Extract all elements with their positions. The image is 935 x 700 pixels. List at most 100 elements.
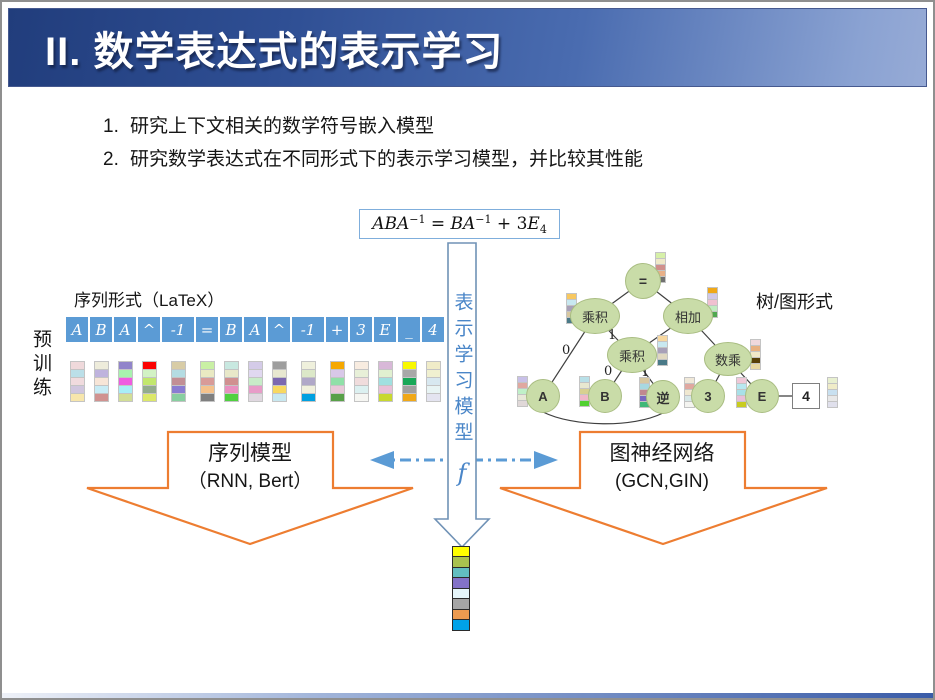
formula-text: ABA−1 = BA−1 + 3E4: [372, 213, 547, 236]
tree-node-scalar-mult: 数乘: [704, 342, 752, 376]
sequence-model-subtitle: （RNN, Bert）: [187, 471, 313, 492]
pretrain-label: 预训练: [30, 329, 51, 401]
sequence-token-3: ^: [138, 317, 160, 342]
sequence-token-11: 3: [350, 317, 372, 342]
embedding-cell: [142, 393, 157, 402]
embedding-cell: [426, 393, 441, 402]
tree-node-a: A: [526, 379, 560, 413]
formula-box: ABA−1 = BA−1 + 3E4: [359, 209, 560, 239]
node-embedding-bar-a: [517, 376, 528, 407]
model-arrow: 表示学习模型: [448, 292, 476, 464]
embedding-cell: [70, 393, 85, 402]
output-embedding-column: [452, 545, 470, 631]
sequence-form-label: 序列形式（LaTeX）: [74, 291, 225, 310]
bullet-text: 研究数学表达式在不同形式下的表示学习模型，并比较其性能: [130, 149, 644, 170]
bullet-list: 1. 研究上下文相关的数学符号嵌入模型 2. 研究数学表达式在不同形式下的表示学…: [103, 110, 643, 176]
sequence-token-9: -1: [292, 317, 324, 342]
tree-node-b: B: [588, 379, 622, 413]
node-embedding-bar-four: [827, 377, 838, 408]
sequence-token-6: B: [220, 317, 242, 342]
sequence-token-1: B: [90, 317, 112, 342]
sequence-token-0: A: [66, 317, 88, 342]
edge-label-1a: 1: [608, 328, 617, 343]
sequence-token-14: 4: [422, 317, 444, 342]
token-embedding-column-1: [94, 361, 109, 402]
sequence-token-5: =: [196, 317, 218, 342]
embedding-cell: [224, 393, 239, 402]
formula-part: E: [527, 213, 540, 234]
token-embedding-column-6: [224, 361, 239, 402]
latex-token-row: A B A ^ -1 = B A ^ -1 +3 E _ 4: [66, 317, 444, 342]
tree-node-mult-left: 乘积: [570, 298, 620, 334]
formula-part: + 3: [491, 213, 528, 234]
model-arrow-label: 表示学习模型: [451, 292, 473, 448]
embedding-cell: [657, 359, 668, 366]
sequence-model-caption: 序列模型 （RNN, Bert）: [130, 440, 370, 495]
formula-part: ABA: [372, 213, 410, 234]
bullet-number: 2.: [103, 149, 119, 170]
sequence-token-10: +: [326, 317, 348, 342]
bullet-number: 1.: [103, 116, 119, 137]
bullet-item-1: 1. 研究上下文相关的数学符号嵌入模型: [103, 110, 643, 143]
embedding-cell: [330, 393, 345, 402]
token-embedding-column-0: [70, 361, 85, 402]
tree-node-e: E: [745, 379, 779, 413]
left-block-arrow: [86, 430, 414, 546]
token-embedding-column-10: [330, 361, 345, 402]
tree-form-label: 树/图形式: [756, 292, 834, 312]
embedding-cell: [248, 393, 263, 402]
token-embedding-column-2: [118, 361, 133, 402]
token-embedding-column-4: [171, 361, 186, 402]
embedding-cell: [301, 393, 316, 402]
formula-part: −1: [409, 212, 426, 226]
edge-label-0a: 0: [562, 343, 571, 358]
token-embedding-column-7: [248, 361, 263, 402]
sequence-token-8: ^: [268, 317, 290, 342]
formula-part: BA: [450, 213, 476, 234]
sequence-model-title: 序列模型: [208, 442, 292, 465]
tree-node-inv: 逆: [646, 380, 680, 414]
token-embedding-column-13: [402, 361, 417, 402]
token-embedding-column-14: [426, 361, 441, 402]
right-block-arrow: [499, 430, 828, 546]
token-embedding-column-8: [272, 361, 287, 402]
tree-node-eq: =: [625, 263, 661, 299]
model-function-symbol: f: [457, 459, 467, 487]
tree-node-add: 相加: [663, 298, 713, 334]
token-embedding-column-11: [354, 361, 369, 402]
slide-header: II. 数学表达式的表示学习: [8, 8, 927, 87]
token-embedding-column-9: [301, 361, 316, 402]
tree-extra-edge: [542, 411, 664, 425]
sequence-token-2: A: [114, 317, 136, 342]
node-embedding-bar-mult_mid: [657, 335, 668, 366]
embedding-cell: [827, 401, 838, 408]
tree-node-four: 4: [792, 383, 820, 409]
token-embedding-column-3: [142, 361, 157, 402]
embedding-cell: [402, 393, 417, 402]
token-embedding-column-12: [378, 361, 393, 402]
tree-node-mult-mid: 乘积: [607, 337, 657, 373]
tree-node-three: 3: [691, 379, 725, 413]
embedding-cell: [200, 393, 215, 402]
formula-part: =: [425, 213, 451, 234]
embedding-cell: [118, 393, 133, 402]
sequence-token-13: _: [398, 317, 420, 342]
edge-label-0b: 0: [604, 364, 613, 379]
sequence-token-4: -1: [162, 317, 194, 342]
embedding-cell: [354, 393, 369, 402]
bullet-item-2: 2. 研究数学表达式在不同形式下的表示学习模型，并比较其性能: [103, 143, 643, 176]
graph-network-subtitle: (GCN,GIN): [615, 471, 709, 492]
embedding-cell: [171, 393, 186, 402]
sequence-token-7: A: [244, 317, 266, 342]
formula-part: 4: [539, 222, 547, 236]
embedding-cell: [272, 393, 287, 402]
bullet-text: 研究上下文相关的数学符号嵌入模型: [130, 116, 435, 137]
page-title: II. 数学表达式的表示学习: [45, 29, 504, 74]
token-embedding-column-5: [200, 361, 215, 402]
output-embedding-cell: [452, 619, 470, 631]
embedding-cell: [750, 363, 761, 370]
sequence-token-12: E: [374, 317, 396, 342]
formula-part: −1: [475, 212, 492, 226]
embedding-cell: [94, 393, 109, 402]
